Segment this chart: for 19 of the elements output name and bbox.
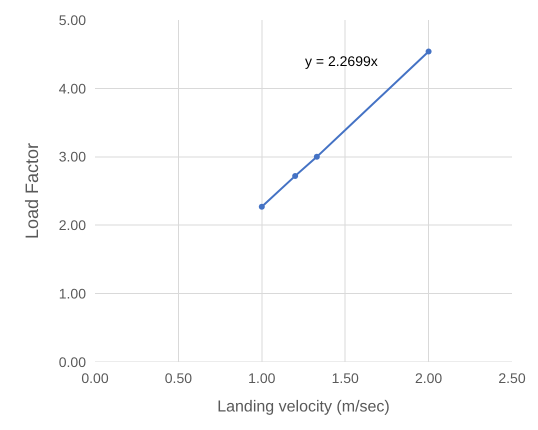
x-tick-label: 1.50 — [332, 370, 360, 386]
x-tick-label: 2.00 — [414, 370, 442, 386]
point — [292, 172, 298, 179]
y-tick-label: 2.00 — [58, 217, 86, 234]
y-tick-label: 1.00 — [58, 286, 86, 302]
point — [314, 154, 320, 160]
x-tick-label: 1.00 — [248, 370, 276, 386]
y-axis-title: Load Factor — [22, 142, 42, 240]
annotation: y = 2.2699x — [305, 53, 378, 69]
y-tick-label: 3.00 — [58, 148, 86, 165]
x-tick-label: 0.50 — [164, 370, 192, 386]
y-tick-label: 5.00 — [58, 12, 86, 28]
y-tick-label: 0.00 — [58, 354, 86, 370]
x-axis-title: Landing velocity (m/sec) — [217, 398, 390, 416]
x-tick-label: 2.50 — [498, 370, 526, 386]
point — [258, 204, 265, 210]
x-tick-label: 0.00 — [81, 370, 109, 386]
y-tick-label: 4.00 — [58, 80, 86, 96]
point — [426, 48, 432, 54]
